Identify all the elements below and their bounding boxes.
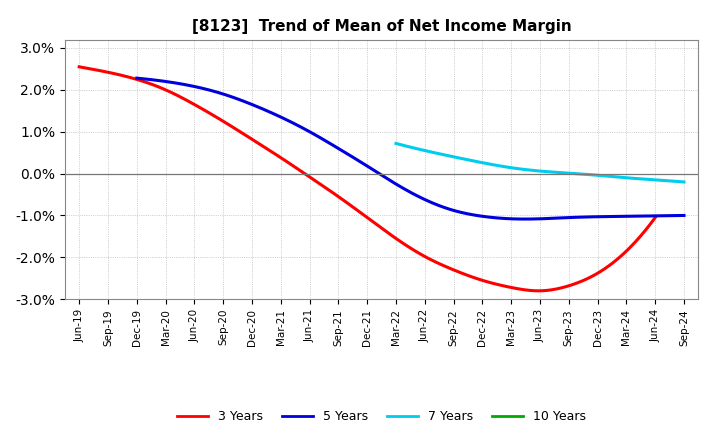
5 Years (521, 216, 529, 222)
7 Years (392, 141, 400, 146)
3 Years (303, 173, 312, 178)
5 Years (198, 86, 207, 91)
3 Years (490, 281, 499, 286)
5 Years (311, 132, 320, 137)
Title: [8123]  Trend of Mean of Net Income Margin: [8123] Trend of Mean of Net Income Margi… (192, 19, 572, 34)
5 Years (528, 216, 537, 222)
3 Years (75, 64, 84, 70)
Line: 5 Years: 5 Years (137, 78, 684, 219)
3 Years (263, 146, 271, 151)
3 Years (534, 288, 543, 293)
7 Years (505, 165, 514, 170)
Line: 3 Years: 3 Years (79, 67, 655, 291)
Legend: 3 Years, 5 Years, 7 Years, 10 Years: 3 Years, 5 Years, 7 Years, 10 Years (172, 405, 591, 428)
5 Years (132, 76, 141, 81)
3 Years (493, 282, 502, 287)
5 Years (531, 216, 540, 222)
5 Years (680, 213, 688, 218)
7 Years (680, 180, 688, 185)
7 Years (485, 161, 494, 167)
5 Years (477, 213, 485, 219)
7 Years (600, 173, 608, 179)
5 Years (349, 155, 358, 160)
3 Years (437, 262, 446, 268)
7 Years (573, 171, 582, 176)
3 Years (144, 81, 153, 86)
Line: 7 Years: 7 Years (396, 143, 684, 182)
7 Years (601, 173, 610, 179)
7 Years (426, 149, 435, 154)
3 Years (651, 215, 660, 220)
